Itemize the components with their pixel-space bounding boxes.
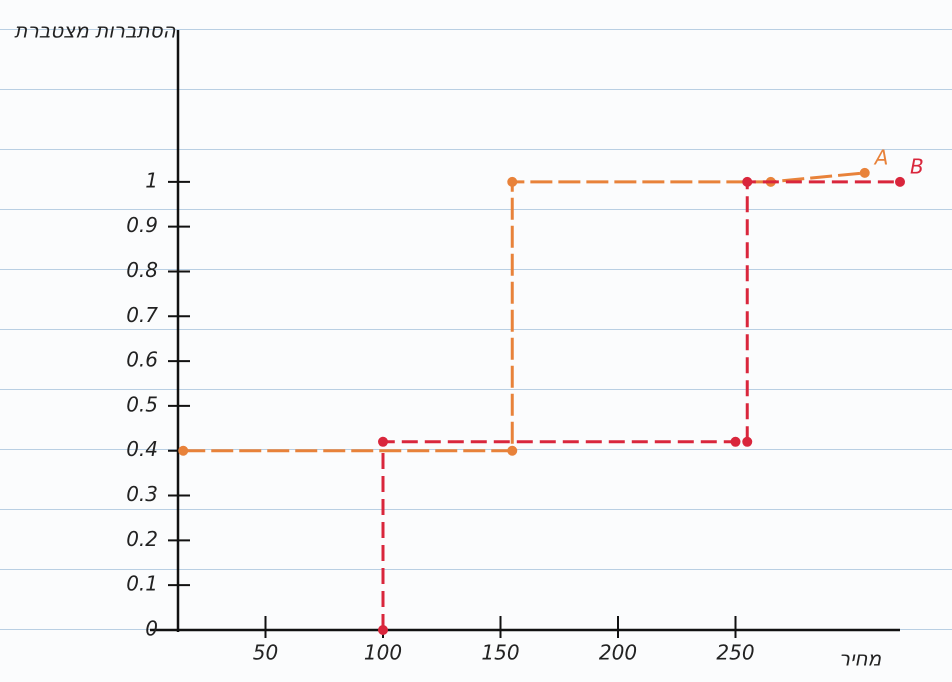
y-tick-label: 1 [145,168,158,192]
x-tick-label: 200 [599,641,637,665]
y-tick-label: 0 [145,617,158,641]
y-tick-label: 0.3 [126,482,158,506]
y-tick-label: 0.2 [126,527,158,551]
series-point [378,625,388,635]
series-point [178,446,188,456]
series-line [183,173,865,451]
x-tick-label: 100 [364,641,402,665]
series-point [507,177,517,187]
series-line [383,182,900,630]
series-point [378,437,388,447]
x-tick-label: 250 [716,641,754,665]
y-axis-label: הסתברות מצטברת [14,19,175,43]
x-tick-label: 150 [481,641,519,665]
series-point [742,437,752,447]
y-tick-label: 0.6 [126,348,158,372]
series-point [731,437,741,447]
series-point [895,177,905,187]
series-point [860,168,870,178]
y-tick-label: 0.4 [126,437,158,461]
series-point [507,446,517,456]
series-point [742,177,752,187]
y-tick-label: 0.9 [126,213,158,237]
chart: הסתברות מצטברת מחיר 0 0.1 0.2 0.3 0.4 0.5 0.6 0… [0,0,952,682]
y-tick-label: 0.8 [126,258,158,282]
y-tick-label: 0.7 [126,303,158,327]
x-axis-label: מחיר [839,647,882,671]
paper: הסתברות מצטברת מחיר 0 0.1 0.2 0.3 0.4 0.5 0.6 0… [0,0,952,682]
series-label: A [873,145,889,169]
y-tick-label: 0.1 [126,572,158,596]
series-label: B [910,154,924,178]
y-tick-label: 0.5 [126,392,158,416]
x-tick-label: 50 [253,641,278,665]
